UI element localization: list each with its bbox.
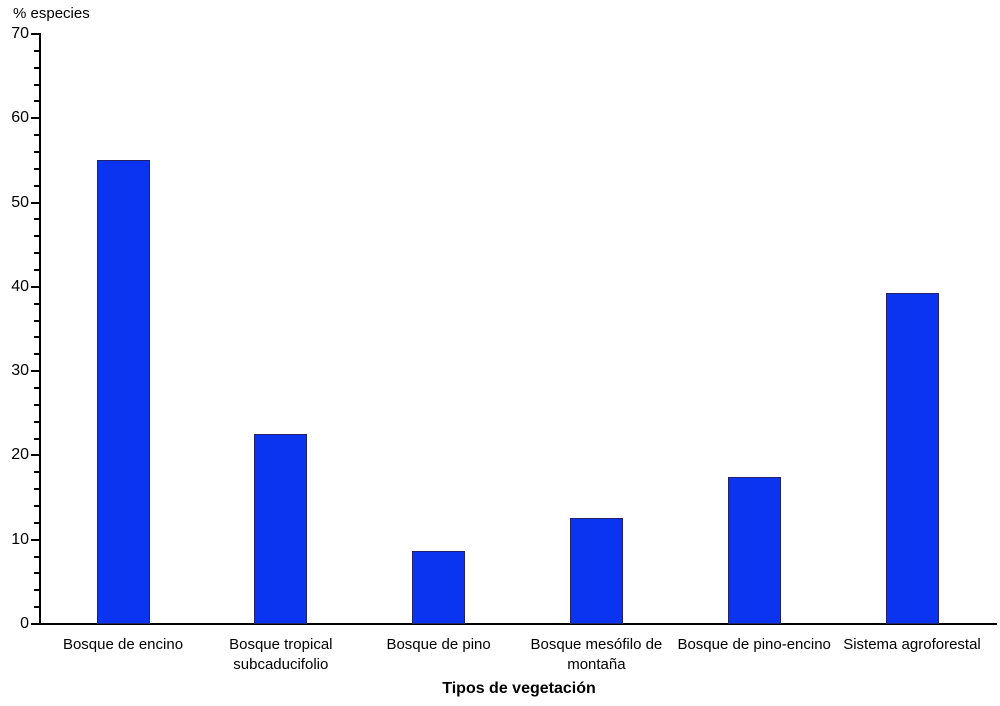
y-major-tick [31,538,39,541]
y-minor-tick [34,184,39,187]
y-minor-tick [34,83,39,86]
bar [254,434,308,624]
y-tick-label: 40 [11,277,29,295]
y-minor-tick [34,403,39,406]
y-minor-tick [34,252,39,255]
y-axis-label: % especies [13,5,90,22]
y-tick-label: 60 [11,109,29,127]
y-minor-tick [34,488,39,491]
y-tick-label: 20 [11,446,29,464]
y-major-tick [31,285,39,288]
y-minor-tick [34,572,39,575]
y-minor-tick [34,589,39,592]
y-minor-tick [34,555,39,558]
category-label: Bosque tropical subcaducifolio [229,636,333,673]
x-axis-title: Tipos de vegetación [442,680,596,697]
category-label: Bosque de pino [386,636,491,653]
y-minor-tick [34,471,39,474]
y-major-tick [31,201,39,204]
y-minor-tick [34,353,39,356]
category-label: Bosque de encino [62,636,184,653]
y-minor-tick [34,437,39,440]
y-minor-tick [34,235,39,238]
bar [96,160,150,624]
y-minor-tick [34,606,39,609]
bar [727,476,781,624]
y-axis-line [39,33,41,625]
y-minor-tick [34,151,39,153]
y-minor-tick [34,420,39,423]
y-minor-tick [34,218,39,221]
y-minor-tick [34,336,39,339]
y-minor-tick [34,134,39,137]
x-axis-line [39,623,997,625]
y-minor-tick [34,302,39,305]
y-minor-tick [34,387,39,389]
category-label: Bosque de pino-encino [677,636,831,653]
y-tick-label: 0 [20,615,29,632]
y-minor-tick [34,49,39,52]
y-minor-tick [34,167,39,170]
y-minor-tick [34,319,39,322]
y-major-tick [31,370,39,373]
y-major-tick [31,33,39,35]
category-label: Bosque mesófilo de montaña [530,636,663,673]
bar [569,517,623,624]
y-minor-tick [34,66,39,69]
y-tick-label: 50 [11,193,29,211]
y-tick-label: 30 [11,362,29,380]
y-major-tick [31,454,39,457]
y-major-tick [31,117,39,120]
y-minor-tick [34,521,39,524]
y-minor-tick [34,505,39,507]
y-tick-label: 70 [11,25,29,42]
y-tick-label: 10 [11,530,29,548]
category-label: Sistema agroforestal [843,636,981,653]
bar [412,550,466,624]
y-minor-tick [34,269,39,271]
y-minor-tick [34,100,39,103]
y-major-tick [31,623,39,625]
bar [885,292,939,624]
